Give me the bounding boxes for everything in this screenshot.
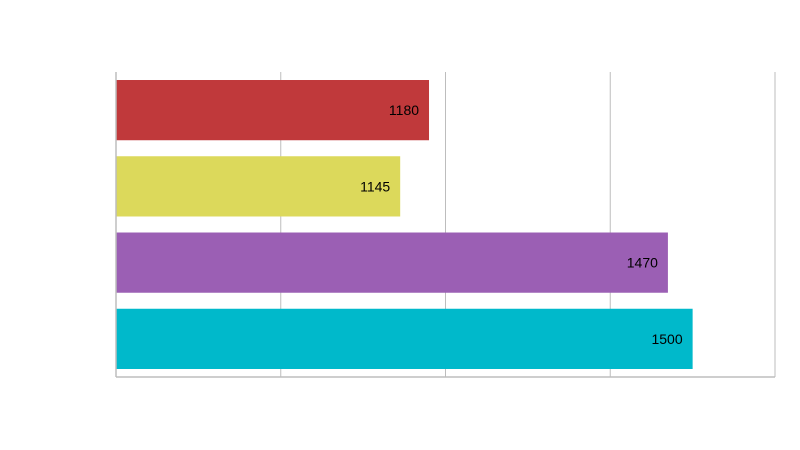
bars: [116, 80, 693, 369]
data-label-2: 1470: [627, 255, 658, 271]
bar-2: [116, 232, 668, 293]
data-label-1: 1145: [360, 178, 390, 194]
data-label-0: 1180: [389, 102, 419, 118]
axes: [115, 72, 775, 378]
data-label-3: 1500: [651, 331, 682, 347]
bar-3: [116, 308, 693, 369]
bar-0: [116, 80, 430, 141]
bar-1: [116, 156, 401, 217]
data-labels: 1180 1145 1470 1500: [360, 102, 683, 347]
